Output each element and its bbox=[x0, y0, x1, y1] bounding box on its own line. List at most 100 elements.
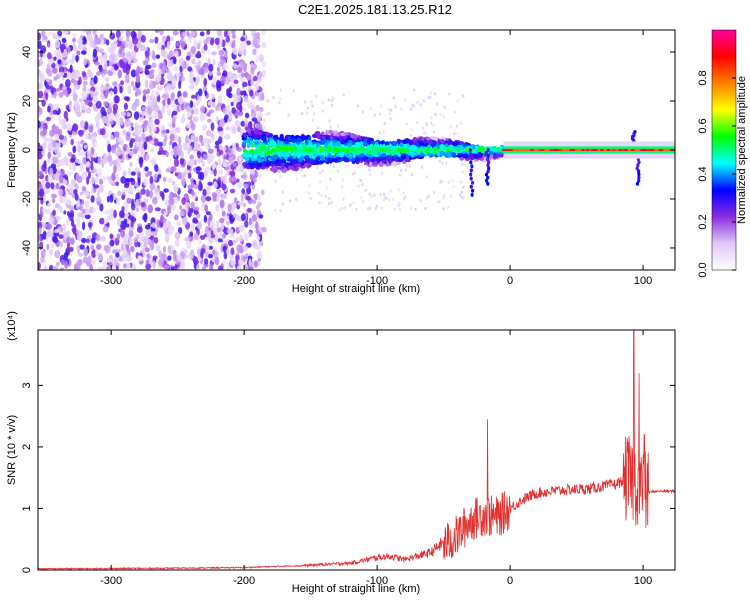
y-tick-label: -20 bbox=[21, 191, 33, 207]
heatmap-cell bbox=[242, 81, 248, 88]
heatmap-cell bbox=[221, 210, 226, 217]
heatmap-cell bbox=[147, 204, 154, 214]
heatmap-cell bbox=[480, 148, 485, 154]
heatmap-cell bbox=[300, 112, 304, 116]
heatmap-cell bbox=[222, 62, 229, 70]
heatmap-cell bbox=[155, 245, 161, 252]
heatmap-cell bbox=[441, 161, 444, 165]
heatmap-cell bbox=[252, 76, 258, 82]
heatmap-cell bbox=[99, 203, 104, 212]
heatmap-cell bbox=[85, 161, 91, 168]
heatmap-cell bbox=[231, 107, 236, 114]
heatmap-cell bbox=[147, 100, 153, 106]
heatmap-cell bbox=[432, 124, 435, 128]
heatmap-cell bbox=[257, 131, 263, 135]
heatmap-cell bbox=[362, 200, 365, 204]
heatmap-cell bbox=[160, 49, 165, 57]
heatmap-cell bbox=[342, 93, 345, 97]
heatmap-cell bbox=[180, 102, 185, 111]
heatmap-cell bbox=[82, 256, 88, 264]
heatmap-cell bbox=[81, 91, 88, 101]
heatmap-cell bbox=[228, 239, 234, 247]
heatmap-cell bbox=[142, 248, 146, 258]
heatmap-cell bbox=[63, 110, 68, 119]
heatmap-cell bbox=[214, 256, 220, 265]
heatmap-cell bbox=[484, 178, 489, 183]
heatmap-cell bbox=[194, 115, 199, 122]
heatmap-cell bbox=[403, 197, 406, 201]
heatmap-cell bbox=[209, 213, 213, 221]
heatmap-cell bbox=[206, 137, 210, 144]
heatmap-cell bbox=[371, 149, 376, 154]
heatmap-cell bbox=[229, 188, 236, 194]
heatmap-cell bbox=[137, 255, 143, 262]
heatmap-cell bbox=[206, 230, 212, 239]
heatmap-cell bbox=[105, 39, 110, 46]
heatmap-cell bbox=[166, 71, 173, 81]
heatmap-cell bbox=[430, 116, 433, 120]
heatmap-cell bbox=[370, 194, 373, 198]
heatmap-cell bbox=[52, 67, 58, 74]
heatmap-cell bbox=[113, 210, 117, 219]
heatmap-cell bbox=[221, 193, 228, 200]
heatmap-cell bbox=[137, 241, 141, 248]
heatmap-cell bbox=[76, 110, 82, 118]
heatmap-cell bbox=[196, 99, 200, 106]
heatmap-cell bbox=[432, 130, 436, 134]
heatmap-cell bbox=[100, 56, 106, 65]
heatmap-cell bbox=[129, 162, 133, 167]
heatmap-cell bbox=[323, 151, 329, 156]
heatmap-cell bbox=[201, 124, 207, 131]
heatmap-cell bbox=[45, 233, 50, 242]
heatmap-cell bbox=[255, 221, 259, 230]
heatmap-cell bbox=[436, 152, 441, 157]
heatmap-cell bbox=[427, 96, 430, 100]
heatmap-cell bbox=[190, 122, 196, 131]
heatmap-cell bbox=[256, 32, 260, 37]
heatmap-cell bbox=[427, 194, 430, 198]
heatmap-cell bbox=[240, 77, 244, 84]
heatmap-cell bbox=[251, 209, 256, 215]
heatmap-cell bbox=[230, 247, 235, 256]
heatmap-cell bbox=[76, 260, 82, 267]
heatmap-cell bbox=[157, 123, 161, 129]
heatmap-cell bbox=[62, 223, 67, 231]
figure-title: C2E1.2025.181.13.25.R12 bbox=[298, 2, 452, 17]
heatmap-cell bbox=[77, 264, 81, 270]
heatmap-cell bbox=[38, 151, 43, 160]
heatmap-cell bbox=[58, 226, 62, 234]
heatmap-cell bbox=[236, 181, 243, 189]
heatmap-cell bbox=[357, 149, 361, 154]
heatmap-cell bbox=[38, 81, 43, 90]
heatmap-cell bbox=[336, 141, 341, 147]
heatmap-cell bbox=[355, 141, 361, 148]
heatmap-cell bbox=[489, 154, 494, 160]
heatmap-cell bbox=[174, 171, 179, 177]
heatmap-cell bbox=[184, 167, 189, 175]
heatmap-cell bbox=[281, 190, 284, 194]
heatmap-cell bbox=[219, 217, 225, 224]
heatmap-cell bbox=[144, 224, 151, 230]
heatmap-cell bbox=[237, 126, 241, 133]
heatmap-cell bbox=[442, 207, 445, 211]
heatmap-cell bbox=[288, 199, 292, 203]
heatmap-cell bbox=[207, 118, 212, 123]
heatmap-cell bbox=[486, 175, 490, 180]
heatmap-cell bbox=[312, 153, 318, 158]
heatmap-cell bbox=[303, 174, 306, 178]
heatmap-cell bbox=[255, 204, 261, 210]
heatmap-cell bbox=[384, 196, 388, 200]
heatmap-cell bbox=[391, 161, 397, 167]
heatmap-cell bbox=[167, 205, 172, 214]
heatmap-cell bbox=[256, 113, 262, 123]
heatmap-cell bbox=[123, 263, 128, 269]
heatmap-cell bbox=[461, 185, 465, 189]
heatmap-cell bbox=[347, 152, 352, 158]
heatmap-cell bbox=[253, 260, 258, 268]
heatmap-cell bbox=[141, 106, 146, 111]
heatmap-cell bbox=[308, 147, 312, 151]
heatmap-cell bbox=[222, 233, 227, 239]
heatmap-cell bbox=[58, 66, 65, 74]
heatmap-cell bbox=[637, 169, 641, 174]
